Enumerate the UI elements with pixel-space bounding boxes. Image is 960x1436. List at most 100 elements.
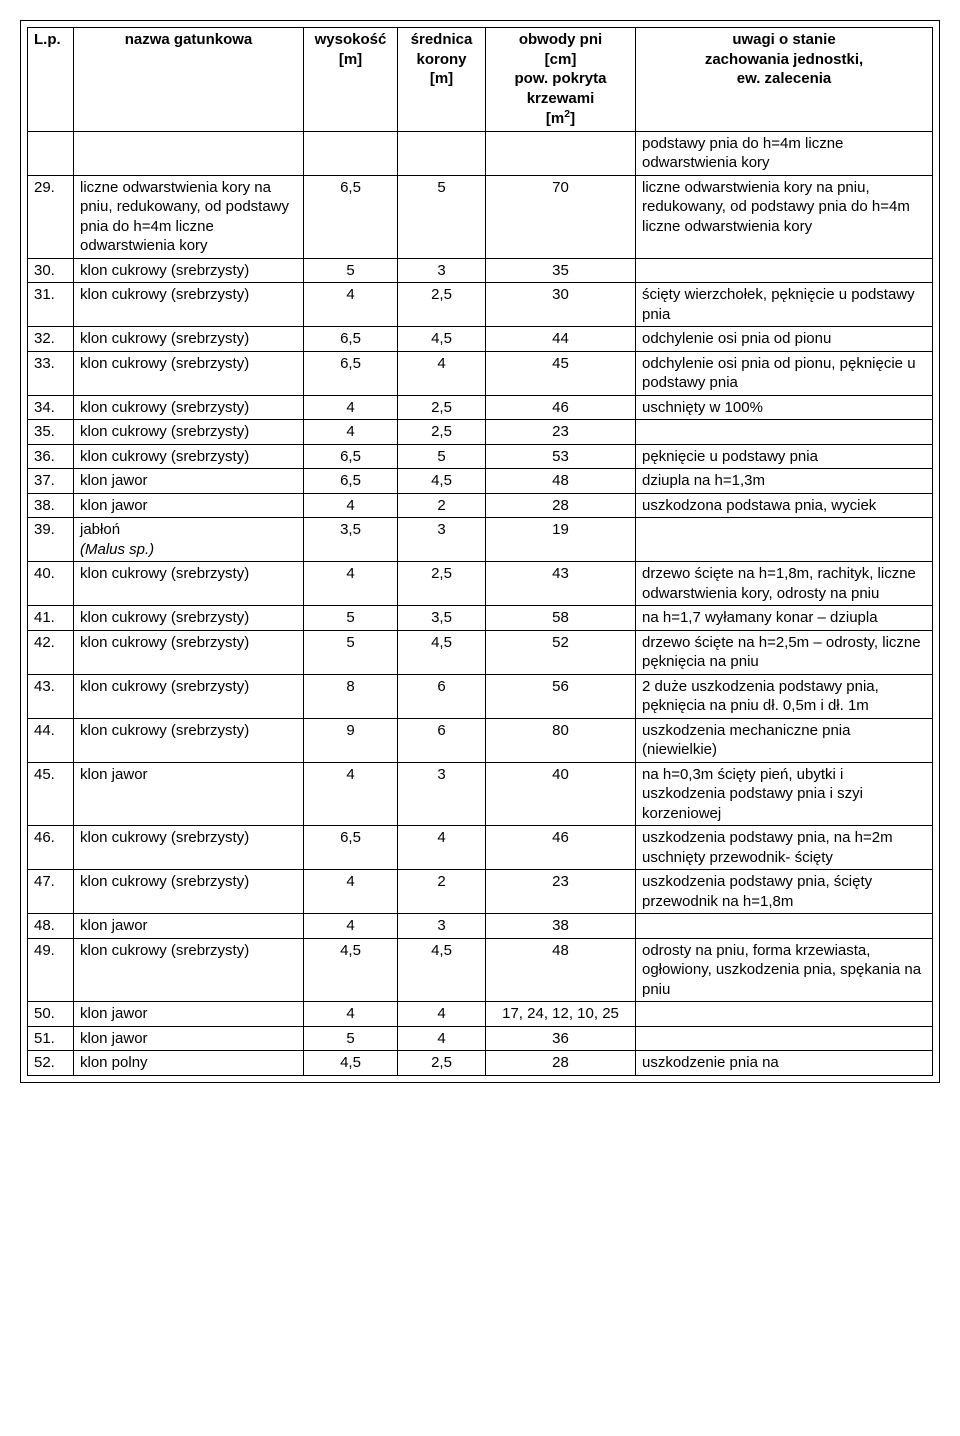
- cell-remarks: [636, 1026, 933, 1051]
- cell-height: 5: [304, 1026, 398, 1051]
- cell-circumference: 23: [486, 870, 636, 914]
- cell-lp: 33.: [28, 351, 74, 395]
- table-row: 36.klon cukrowy (srebrzysty)6,5553pęknię…: [28, 444, 933, 469]
- table-row: 41.klon cukrowy (srebrzysty)53,558na h=1…: [28, 606, 933, 631]
- table-row: 32.klon cukrowy (srebrzysty)6,54,544odch…: [28, 327, 933, 352]
- table-row: 35.klon cukrowy (srebrzysty)42,523: [28, 420, 933, 445]
- cell-lp: 30.: [28, 258, 74, 283]
- cell-height: 4,5: [304, 938, 398, 1002]
- cell-remarks: drzewo ścięte na h=1,8m, rachityk, liczn…: [636, 562, 933, 606]
- cell-crown-diameter: 5: [398, 175, 486, 258]
- cell-remarks: uszkodzenia mechaniczne pnia (niewielkie…: [636, 718, 933, 762]
- cell-crown-diameter: 4: [398, 826, 486, 870]
- table-row: 30.klon cukrowy (srebrzysty)5335: [28, 258, 933, 283]
- cell-name: klon jawor: [74, 914, 304, 939]
- cell-circumference: 44: [486, 327, 636, 352]
- table-row: 42.klon cukrowy (srebrzysty)54,552drzewo…: [28, 630, 933, 674]
- table-body: podstawy pnia do h=4m liczne odwarstwien…: [28, 131, 933, 1075]
- cell-name: klon jawor: [74, 1026, 304, 1051]
- table-row: 33.klon cukrowy (srebrzysty)6,5445odchyl…: [28, 351, 933, 395]
- table-row: 46.klon cukrowy (srebrzysty)6,5446uszkod…: [28, 826, 933, 870]
- cell-remarks: [636, 1002, 933, 1027]
- cell-lp: 31.: [28, 283, 74, 327]
- cell-circumference: 48: [486, 938, 636, 1002]
- cell-height: 5: [304, 630, 398, 674]
- cell-circumference: 48: [486, 469, 636, 494]
- cell-circumference: 40: [486, 762, 636, 826]
- col-remarks: uwagi o staniezachowania jednostki,ew. z…: [636, 28, 933, 132]
- table-row: 47.klon cukrowy (srebrzysty)4223uszkodze…: [28, 870, 933, 914]
- cell-name: klon cukrowy (srebrzysty): [74, 395, 304, 420]
- col-crown-diameter: średnicakorony[m]: [398, 28, 486, 132]
- cell-name: klon jawor: [74, 469, 304, 494]
- cell-height: 6,5: [304, 444, 398, 469]
- cell-crown-diameter: 6: [398, 718, 486, 762]
- cell-height: 4: [304, 283, 398, 327]
- cell-remarks: odchylenie osi pnia od pionu: [636, 327, 933, 352]
- cell-crown-diameter: 4,5: [398, 327, 486, 352]
- cell-crown-diameter: 3: [398, 518, 486, 562]
- cell-height: 4: [304, 420, 398, 445]
- cell-remarks: uszkodzenia podstawy pnia, ścięty przewo…: [636, 870, 933, 914]
- cell-height: 4: [304, 562, 398, 606]
- cell-lp: 34.: [28, 395, 74, 420]
- cell-circumference: 58: [486, 606, 636, 631]
- cell-name: liczne odwarstwienia kory na pniu, reduk…: [74, 175, 304, 258]
- cell-height: 4,5: [304, 1051, 398, 1076]
- cell-remarks: na h=0,3m ścięty pień, ubytki i uszkodze…: [636, 762, 933, 826]
- cell-lp: 46.: [28, 826, 74, 870]
- cell-circumference: 46: [486, 826, 636, 870]
- cell-crown-diameter: 2,5: [398, 420, 486, 445]
- cell-crown-diameter: 4: [398, 1026, 486, 1051]
- col-circumference: obwody pni [cm] pow. pokryta krzewami [m…: [486, 28, 636, 132]
- cell-height: 8: [304, 674, 398, 718]
- col-height: wysokość[m]: [304, 28, 398, 132]
- cell-height: 6,5: [304, 826, 398, 870]
- cell-height: 6,5: [304, 351, 398, 395]
- cell-crown-diameter: 4,5: [398, 938, 486, 1002]
- cell-height: 6,5: [304, 175, 398, 258]
- cell-circumference: 43: [486, 562, 636, 606]
- cell-height: 6,5: [304, 469, 398, 494]
- cell-lp: 35.: [28, 420, 74, 445]
- cell-name: klon cukrowy (srebrzysty): [74, 351, 304, 395]
- cell-crown-diameter: 4: [398, 1002, 486, 1027]
- cell-name: [74, 131, 304, 175]
- cell-crown-diameter: 3: [398, 914, 486, 939]
- cell-lp: 29.: [28, 175, 74, 258]
- cell-circumference: 45: [486, 351, 636, 395]
- cell-height: 4: [304, 914, 398, 939]
- table-row: 37.klon jawor6,54,548dziupla na h=1,3m: [28, 469, 933, 494]
- cell-lp: [28, 131, 74, 175]
- cell-lp: 49.: [28, 938, 74, 1002]
- cell-lp: 52.: [28, 1051, 74, 1076]
- cell-lp: 42.: [28, 630, 74, 674]
- cell-lp: 32.: [28, 327, 74, 352]
- table-row: 31.klon cukrowy (srebrzysty)42,530ścięty…: [28, 283, 933, 327]
- table-row: 52.klon polny4,52,528uszkodzenie pnia na: [28, 1051, 933, 1076]
- cell-remarks: uschnięty w 100%: [636, 395, 933, 420]
- cell-name: klon cukrowy (srebrzysty): [74, 444, 304, 469]
- table-row: 51.klon jawor5436: [28, 1026, 933, 1051]
- cell-circumference: 52: [486, 630, 636, 674]
- cell-name: klon cukrowy (srebrzysty): [74, 258, 304, 283]
- cell-lp: 38.: [28, 493, 74, 518]
- table-row: 40.klon cukrowy (srebrzysty)42,543drzewo…: [28, 562, 933, 606]
- cell-crown-diameter: 3: [398, 762, 486, 826]
- tree-inventory-table: L.p. nazwa gatunkowa wysokość[m] średnic…: [27, 27, 933, 1076]
- cell-circumference: 28: [486, 1051, 636, 1076]
- table-row: podstawy pnia do h=4m liczne odwarstwien…: [28, 131, 933, 175]
- cell-name: klon cukrowy (srebrzysty): [74, 606, 304, 631]
- cell-circumference: 70: [486, 175, 636, 258]
- cell-remarks: [636, 420, 933, 445]
- cell-lp: 36.: [28, 444, 74, 469]
- cell-crown-diameter: 5: [398, 444, 486, 469]
- cell-remarks: uszkodzenia podstawy pnia, na h=2m uschn…: [636, 826, 933, 870]
- cell-crown-diameter: 2: [398, 870, 486, 914]
- cell-height: 6,5: [304, 327, 398, 352]
- cell-name: klon cukrowy (srebrzysty): [74, 870, 304, 914]
- cell-name: klon cukrowy (srebrzysty): [74, 938, 304, 1002]
- cell-crown-diameter: [398, 131, 486, 175]
- cell-lp: 40.: [28, 562, 74, 606]
- cell-lp: 44.: [28, 718, 74, 762]
